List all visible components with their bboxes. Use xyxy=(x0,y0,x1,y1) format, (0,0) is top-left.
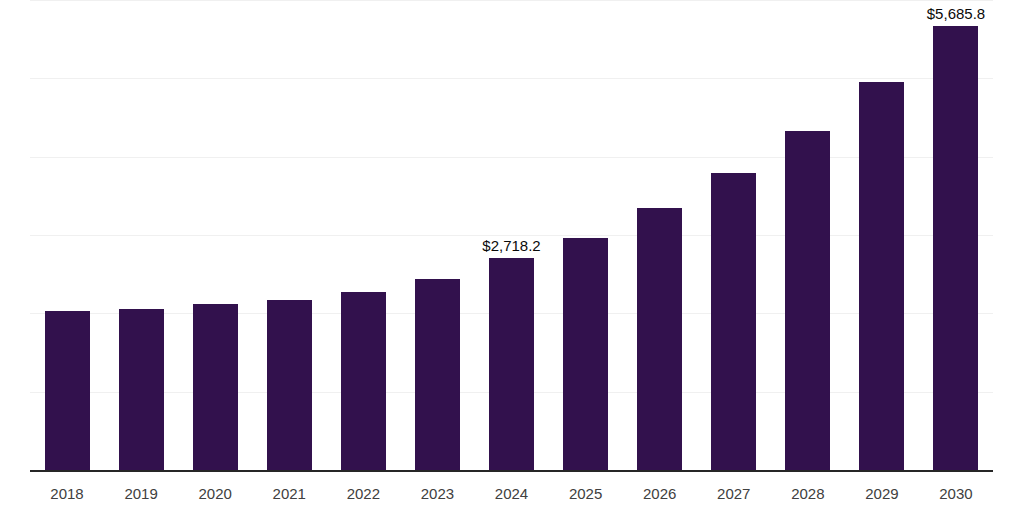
bar-slot-2021 xyxy=(252,1,326,471)
x-axis-labels: 2018201920202021202220232024202520262027… xyxy=(30,485,993,503)
bar-2021 xyxy=(267,300,312,471)
bar-2030 xyxy=(933,26,978,471)
bar-2026 xyxy=(637,208,682,471)
x-axis-line xyxy=(30,470,993,472)
bar-2018 xyxy=(45,311,90,471)
value-label-2030: $5,685.8 xyxy=(927,5,985,22)
bar-2023 xyxy=(415,279,460,471)
bar-slot-2029 xyxy=(845,1,919,471)
bar-chart: $2,718.2$5,685.8 20182019202020212022202… xyxy=(0,0,1024,512)
bar-2022 xyxy=(341,292,386,471)
x-tick-2022: 2022 xyxy=(326,485,400,503)
x-tick-2025: 2025 xyxy=(549,485,623,503)
bar-2029 xyxy=(859,82,904,471)
x-tick-2024: 2024 xyxy=(474,485,548,503)
x-tick-2020: 2020 xyxy=(178,485,252,503)
x-tick-2028: 2028 xyxy=(771,485,845,503)
x-tick-2027: 2027 xyxy=(697,485,771,503)
x-tick-2026: 2026 xyxy=(623,485,697,503)
bar-slot-2018 xyxy=(30,1,104,471)
bar-slot-2025 xyxy=(549,1,623,471)
x-tick-2019: 2019 xyxy=(104,485,178,503)
bar-slot-2023 xyxy=(400,1,474,471)
bar-slot-2022 xyxy=(326,1,400,471)
bar-2027 xyxy=(711,173,756,471)
x-tick-2018: 2018 xyxy=(30,485,104,503)
bar-slot-2020 xyxy=(178,1,252,471)
bars-container: $2,718.2 $5,685.8 xyxy=(30,1,993,471)
x-tick-2023: 2023 xyxy=(400,485,474,503)
bar-2028 xyxy=(785,131,830,471)
bar-slot-2030: $5,685.8 xyxy=(919,1,993,471)
bar-2019 xyxy=(119,309,164,471)
bar-2020 xyxy=(193,304,238,471)
bar-2025 xyxy=(563,238,608,471)
x-tick-2030: 2030 xyxy=(919,485,993,503)
plot-area: $2,718.2 $5,685.8 xyxy=(30,1,993,471)
bar-slot-2028 xyxy=(771,1,845,471)
x-tick-2021: 2021 xyxy=(252,485,326,503)
bar-2024 xyxy=(489,258,534,471)
value-label-2024: $2,718.2 xyxy=(482,237,540,254)
bar-slot-2024: $2,718.2 xyxy=(474,1,548,471)
bar-slot-2027 xyxy=(697,1,771,471)
bar-slot-2019 xyxy=(104,1,178,471)
bar-slot-2026 xyxy=(623,1,697,471)
x-tick-2029: 2029 xyxy=(845,485,919,503)
